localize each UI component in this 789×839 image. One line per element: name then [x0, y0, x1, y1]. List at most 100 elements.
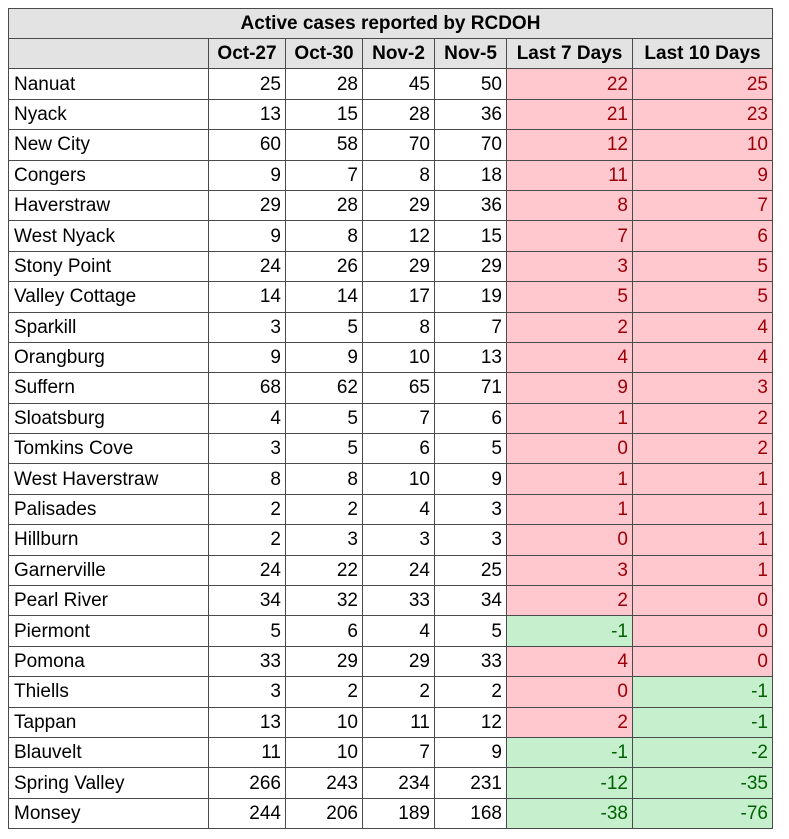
- case-count-cell: 7: [362, 736, 435, 769]
- case-count-cell: 8: [285, 463, 363, 495]
- town-name-cell: Tappan: [8, 706, 209, 738]
- town-name-cell: Blauvelt: [8, 736, 209, 769]
- case-count-cell: 14: [208, 281, 286, 313]
- case-count-cell: 3: [208, 311, 286, 343]
- case-count-cell: 4: [362, 493, 435, 526]
- last-7-days-change-cell: 2: [506, 585, 633, 617]
- case-count-cell: 25: [434, 554, 507, 587]
- case-count-cell: 29: [362, 645, 435, 678]
- case-count-cell: 189: [362, 797, 435, 830]
- case-count-cell: 5: [285, 402, 363, 435]
- town-name-cell: Sloatsburg: [8, 402, 209, 435]
- case-count-cell: 3: [285, 524, 363, 556]
- case-count-cell: 36: [434, 189, 507, 222]
- last-10-days-change-cell: 7: [632, 189, 773, 222]
- case-count-cell: 7: [362, 402, 435, 435]
- last-7-days-change-cell: 22: [506, 68, 633, 100]
- last-7-days-change-cell: 3: [506, 250, 633, 283]
- town-name-cell: Spring Valley: [8, 767, 209, 799]
- case-count-cell: 12: [434, 706, 507, 738]
- table-row: Stony Point 24 26 29 29 3 5: [8, 250, 773, 283]
- table-row: West Haverstraw 8 8 10 9 1 1: [8, 463, 773, 495]
- case-count-cell: 15: [434, 220, 507, 252]
- case-count-cell: 4: [362, 615, 435, 647]
- case-count-cell: 26: [285, 250, 363, 283]
- town-name-cell: Valley Cottage: [8, 281, 209, 313]
- case-count-cell: 5: [208, 615, 286, 647]
- last-7-days-change-cell: 1: [506, 402, 633, 435]
- case-count-cell: 13: [208, 98, 286, 131]
- table-body: Nanuat 25 28 45 50 22 25 Nyack 13 15 28 36 21 23 New C…: [8, 68, 773, 830]
- case-count-cell: 29: [208, 189, 286, 222]
- last-10-days-change-cell: 2: [632, 402, 773, 435]
- case-count-cell: 3: [434, 524, 507, 556]
- case-count-cell: 29: [362, 189, 435, 222]
- table-row: Monsey 244 206 189 168 -38 -76: [8, 797, 773, 830]
- case-count-cell: 168: [434, 797, 507, 830]
- last-7-days-change-cell: 1: [506, 463, 633, 495]
- table-row: Spring Valley 266 243 234 231 -12 -35: [8, 767, 773, 799]
- case-count-cell: 266: [208, 767, 286, 799]
- table-row: Orangburg 9 9 10 13 4 4: [8, 341, 773, 374]
- header-corner: [8, 37, 209, 70]
- case-count-cell: 8: [362, 159, 435, 191]
- last-10-days-change-cell: 3: [632, 372, 773, 404]
- last-7-days-change-cell: 0: [506, 433, 633, 465]
- last-7-days-change-cell: 0: [506, 676, 633, 708]
- town-name-cell: Pearl River: [8, 585, 209, 617]
- table-row: Piermont 5 6 4 5 -1 0: [8, 615, 773, 647]
- town-name-cell: Stony Point: [8, 250, 209, 283]
- active-cases-table: Active cases reported by RCDOH Oct-27 Oc…: [8, 8, 773, 830]
- town-name-cell: Monsey: [8, 797, 209, 830]
- case-count-cell: 29: [434, 250, 507, 283]
- case-count-cell: 9: [208, 341, 286, 374]
- town-name-cell: Tomkins Cove: [8, 433, 209, 465]
- case-count-cell: 60: [208, 129, 286, 161]
- table-row: Blauvelt 11 10 7 9 -1 -2: [8, 736, 773, 769]
- last-7-days-change-cell: 12: [506, 129, 633, 161]
- case-count-cell: 10: [285, 706, 363, 738]
- case-count-cell: 9: [285, 341, 363, 374]
- table-row: West Nyack 9 8 12 15 7 6: [8, 220, 773, 252]
- table-row: Suffern 68 62 65 71 9 3: [8, 372, 773, 404]
- case-count-cell: 14: [285, 281, 363, 313]
- last-10-days-change-cell: 4: [632, 311, 773, 343]
- case-count-cell: 70: [434, 129, 507, 161]
- last-10-days-change-cell: 10: [632, 129, 773, 161]
- last-10-days-change-cell: -76: [632, 797, 773, 830]
- last-10-days-change-cell: 23: [632, 98, 773, 131]
- last-10-days-change-cell: 1: [632, 524, 773, 556]
- town-name-cell: West Haverstraw: [8, 463, 209, 495]
- case-count-cell: 32: [285, 585, 363, 617]
- case-count-cell: 4: [208, 402, 286, 435]
- case-count-cell: 70: [362, 129, 435, 161]
- case-count-cell: 33: [434, 645, 507, 678]
- case-count-cell: 5: [285, 433, 363, 465]
- case-count-cell: 11: [362, 706, 435, 738]
- column-header-nov-2: Nov-2: [362, 37, 435, 70]
- case-count-cell: 2: [285, 493, 363, 526]
- case-count-cell: 50: [434, 68, 507, 100]
- case-count-cell: 28: [362, 98, 435, 131]
- last-10-days-change-cell: 6: [632, 220, 773, 252]
- last-7-days-change-cell: 1: [506, 493, 633, 526]
- case-count-cell: 24: [208, 250, 286, 283]
- case-count-cell: 2: [362, 676, 435, 708]
- case-count-cell: 5: [434, 433, 507, 465]
- case-count-cell: 11: [208, 736, 286, 769]
- table-row: Sparkill 3 5 8 7 2 4: [8, 311, 773, 343]
- case-count-cell: 33: [208, 645, 286, 678]
- last-10-days-change-cell: 1: [632, 493, 773, 526]
- last-7-days-change-cell: 8: [506, 189, 633, 222]
- last-7-days-change-cell: 3: [506, 554, 633, 587]
- table-row: Congers 9 7 8 18 11 9: [8, 159, 773, 191]
- case-count-cell: 29: [285, 645, 363, 678]
- table-row: Nyack 13 15 28 36 21 23: [8, 98, 773, 131]
- last-10-days-change-cell: 9: [632, 159, 773, 191]
- case-count-cell: 24: [362, 554, 435, 587]
- case-count-cell: 65: [362, 372, 435, 404]
- case-count-cell: 6: [434, 402, 507, 435]
- town-name-cell: Hillburn: [8, 524, 209, 556]
- last-7-days-change-cell: -38: [506, 797, 633, 830]
- column-header-last-7-days: Last 7 Days: [506, 37, 633, 70]
